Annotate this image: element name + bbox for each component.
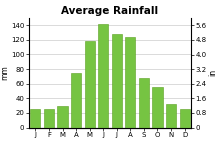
Title: Average Rainfall: Average Rainfall xyxy=(61,6,159,16)
Bar xyxy=(98,24,108,128)
Bar xyxy=(166,104,176,128)
Y-axis label: in: in xyxy=(208,69,217,76)
Bar xyxy=(84,41,95,128)
Bar xyxy=(30,109,40,128)
Bar xyxy=(71,73,81,128)
Bar xyxy=(44,109,54,128)
Bar xyxy=(139,78,149,128)
Bar xyxy=(180,109,190,128)
Bar xyxy=(112,34,122,128)
Bar xyxy=(152,87,163,128)
Bar xyxy=(57,106,68,128)
Bar xyxy=(125,37,136,128)
Y-axis label: mm: mm xyxy=(0,65,9,80)
